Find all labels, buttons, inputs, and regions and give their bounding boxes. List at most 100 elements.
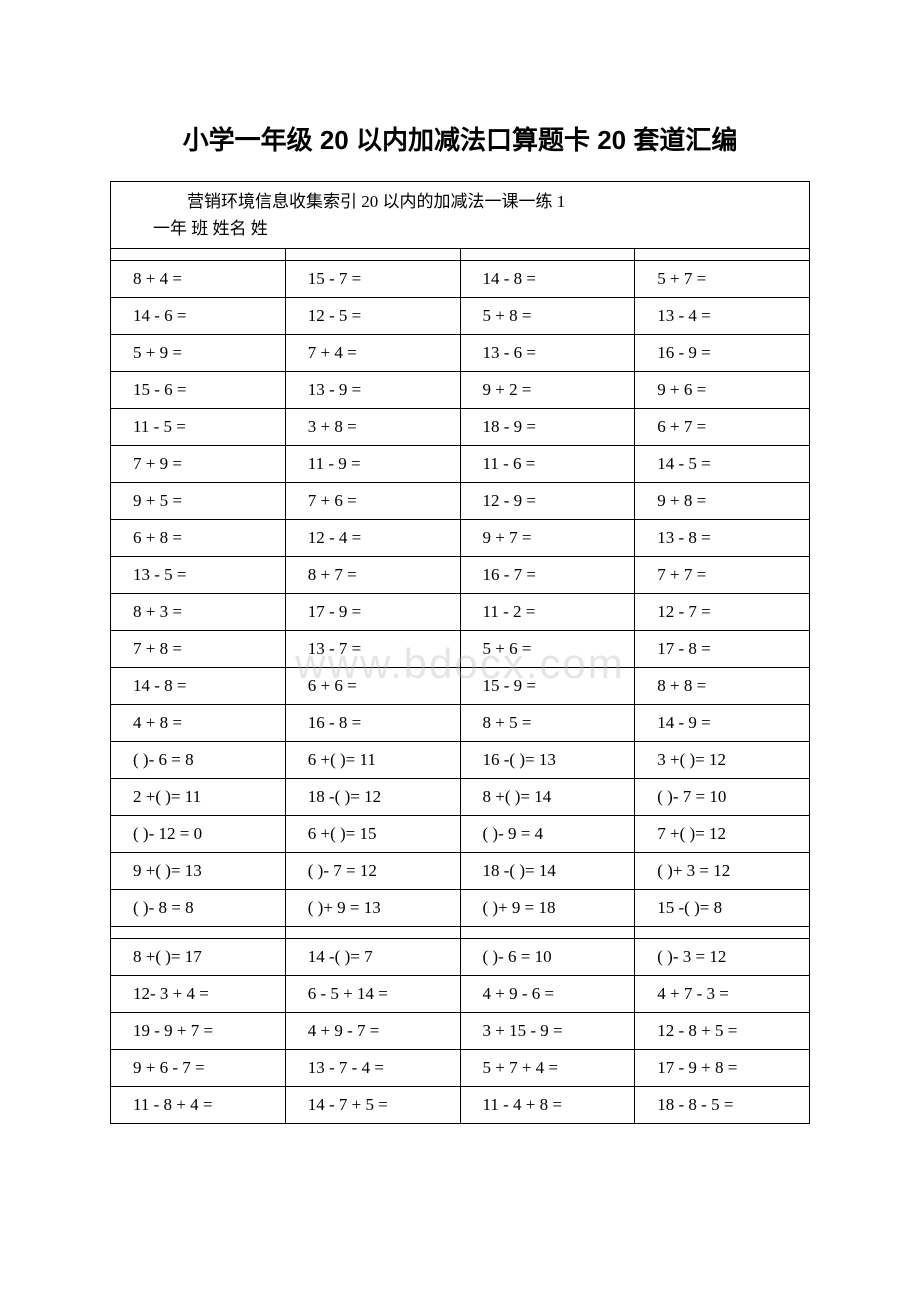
problem-cell: 3 + 8 = — [285, 409, 460, 446]
problem-cell: 15 - 6 = — [111, 372, 286, 409]
problem-cell: 8 + 7 = — [285, 557, 460, 594]
problem-cell: 8 + 3 = — [111, 594, 286, 631]
problem-cell: ( )- 6 = 10 — [460, 939, 635, 976]
spacer-row — [111, 249, 810, 261]
problem-cell: 11 - 2 = — [460, 594, 635, 631]
problem-cell: 7 + 6 = — [285, 483, 460, 520]
table-row: 14 - 6 =12 - 5 =5 + 8 =13 - 4 = — [111, 298, 810, 335]
problem-cell: 16 - 7 = — [460, 557, 635, 594]
table-row: ( )- 12 = 06 +( )= 15( )- 9 = 47 +( )= 1… — [111, 816, 810, 853]
problem-cell: 5 + 9 = — [111, 335, 286, 372]
problem-cell: 4 + 7 - 3 = — [635, 976, 810, 1013]
problem-cell: ( )- 9 = 4 — [460, 816, 635, 853]
problem-cell: 14 - 7 + 5 = — [285, 1087, 460, 1124]
problem-cell: 15 - 9 = — [460, 668, 635, 705]
problem-cell: 8 + 4 = — [111, 261, 286, 298]
table-row: ( )- 6 = 86 +( )= 1116 -( )= 133 +( )= 1… — [111, 742, 810, 779]
problem-cell: ( )- 7 = 12 — [285, 853, 460, 890]
table-row: 7 + 8 =13 - 7 =5 + 6 =17 - 8 = — [111, 631, 810, 668]
problem-cell: 5 + 7 + 4 = — [460, 1050, 635, 1087]
problem-cell: 4 + 9 - 7 = — [285, 1013, 460, 1050]
table-row: ( )- 8 = 8( )+ 9 = 13( )+ 9 = 1815 -( )=… — [111, 890, 810, 927]
table-row: 19 - 9 + 7 =4 + 9 - 7 =3 + 15 - 9 =12 - … — [111, 1013, 810, 1050]
spacer-cell — [635, 927, 810, 939]
table-row: 15 - 6 =13 - 9 =9 + 2 =9 + 6 = — [111, 372, 810, 409]
problem-cell: 14 - 6 = — [111, 298, 286, 335]
problem-cell: 13 - 5 = — [111, 557, 286, 594]
problem-cell: 6 + 8 = — [111, 520, 286, 557]
problem-cell: 7 + 4 = — [285, 335, 460, 372]
problem-cell: 3 +( )= 12 — [635, 742, 810, 779]
problem-cell: 5 + 7 = — [635, 261, 810, 298]
problem-cell: 12 - 4 = — [285, 520, 460, 557]
problem-cell: 8 +( )= 17 — [111, 939, 286, 976]
problem-cell: ( )- 6 = 8 — [111, 742, 286, 779]
table-row: 6 + 8 =12 - 4 =9 + 7 =13 - 8 = — [111, 520, 810, 557]
table-row: 9 +( )= 13( )- 7 = 1218 -( )= 14( )+ 3 =… — [111, 853, 810, 890]
header-line-2: 一年 班 姓名 姓 — [153, 219, 268, 238]
problem-cell: 17 - 9 = — [285, 594, 460, 631]
problem-cell: 14 - 5 = — [635, 446, 810, 483]
worksheet-table: 营销环境信息收集索引 20 以内的加减法一课一练 1 一年 班 姓名 姓 8 +… — [110, 181, 810, 1124]
problem-cell: 5 + 6 = — [460, 631, 635, 668]
table-row: 8 + 4 =15 - 7 =14 - 8 =5 + 7 = — [111, 261, 810, 298]
problem-cell: 14 - 8 = — [111, 668, 286, 705]
problem-cell: 17 - 8 = — [635, 631, 810, 668]
problem-cell: 19 - 9 + 7 = — [111, 1013, 286, 1050]
problem-cell: 7 + 7 = — [635, 557, 810, 594]
spacer-row — [111, 927, 810, 939]
problem-cell: 13 - 9 = — [285, 372, 460, 409]
problem-cell: 12 - 5 = — [285, 298, 460, 335]
table-row: 13 - 5 =8 + 7 =16 - 7 =7 + 7 = — [111, 557, 810, 594]
problem-cell: 14 - 8 = — [460, 261, 635, 298]
problem-cell: ( )- 3 = 12 — [635, 939, 810, 976]
table-row: 8 +( )= 1714 -( )= 7( )- 6 = 10( )- 3 = … — [111, 939, 810, 976]
table-row: 14 - 8 =6 + 6 =15 - 9 =8 + 8 = — [111, 668, 810, 705]
problem-cell: 17 - 9 + 8 = — [635, 1050, 810, 1087]
problem-cell: 7 + 9 = — [111, 446, 286, 483]
problem-cell: 9 + 2 = — [460, 372, 635, 409]
problem-cell: 6 +( )= 11 — [285, 742, 460, 779]
problem-cell: 18 - 9 = — [460, 409, 635, 446]
problem-cell: 9 + 5 = — [111, 483, 286, 520]
problem-cell: 4 + 9 - 6 = — [460, 976, 635, 1013]
problem-cell: 18 -( )= 14 — [460, 853, 635, 890]
table-row: 11 - 8 + 4 =14 - 7 + 5 =11 - 4 + 8 =18 -… — [111, 1087, 810, 1124]
table-row: 7 + 9 =11 - 9 =11 - 6 =14 - 5 = — [111, 446, 810, 483]
problem-cell: 12 - 9 = — [460, 483, 635, 520]
spacer-cell — [460, 249, 635, 261]
problem-cell: 16 - 8 = — [285, 705, 460, 742]
problem-cell: 9 + 6 = — [635, 372, 810, 409]
problem-cell: ( )+ 3 = 12 — [635, 853, 810, 890]
problem-cell: 18 - 8 - 5 = — [635, 1087, 810, 1124]
problem-cell: 9 + 7 = — [460, 520, 635, 557]
problem-cell: 6 + 7 = — [635, 409, 810, 446]
problem-cell: 11 - 4 + 8 = — [460, 1087, 635, 1124]
problem-cell: 9 + 6 - 7 = — [111, 1050, 286, 1087]
problem-cell: 6 +( )= 15 — [285, 816, 460, 853]
table-row: 2 +( )= 1118 -( )= 128 +( )= 14( )- 7 = … — [111, 779, 810, 816]
problem-cell: 11 - 9 = — [285, 446, 460, 483]
problem-cell: 16 - 9 = — [635, 335, 810, 372]
problem-cell: 15 -( )= 8 — [635, 890, 810, 927]
problem-cell: 11 - 5 = — [111, 409, 286, 446]
table-row: 4 + 8 =16 - 8 =8 + 5 =14 - 9 = — [111, 705, 810, 742]
problem-cell: 3 + 15 - 9 = — [460, 1013, 635, 1050]
problem-cell: 8 + 5 = — [460, 705, 635, 742]
table-row: 9 + 6 - 7 =13 - 7 - 4 =5 + 7 + 4 =17 - 9… — [111, 1050, 810, 1087]
problem-cell: 8 +( )= 14 — [460, 779, 635, 816]
table-row: 11 - 5 =3 + 8 =18 - 9 =6 + 7 = — [111, 409, 810, 446]
problem-cell: 13 - 8 = — [635, 520, 810, 557]
problem-cell: 11 - 6 = — [460, 446, 635, 483]
problem-cell: 13 - 4 = — [635, 298, 810, 335]
problem-cell: 5 + 8 = — [460, 298, 635, 335]
problem-cell: 6 - 5 + 14 = — [285, 976, 460, 1013]
problem-cell: 15 - 7 = — [285, 261, 460, 298]
problem-cell: 11 - 8 + 4 = — [111, 1087, 286, 1124]
table-row: 8 + 3 =17 - 9 =11 - 2 =12 - 7 = — [111, 594, 810, 631]
spacer-cell — [111, 249, 286, 261]
problem-cell: 9 + 8 = — [635, 483, 810, 520]
worksheet-header-cell: 营销环境信息收集索引 20 以内的加减法一课一练 1 一年 班 姓名 姓 — [111, 182, 810, 249]
problem-cell: 7 + 8 = — [111, 631, 286, 668]
problem-cell: ( )- 8 = 8 — [111, 890, 286, 927]
